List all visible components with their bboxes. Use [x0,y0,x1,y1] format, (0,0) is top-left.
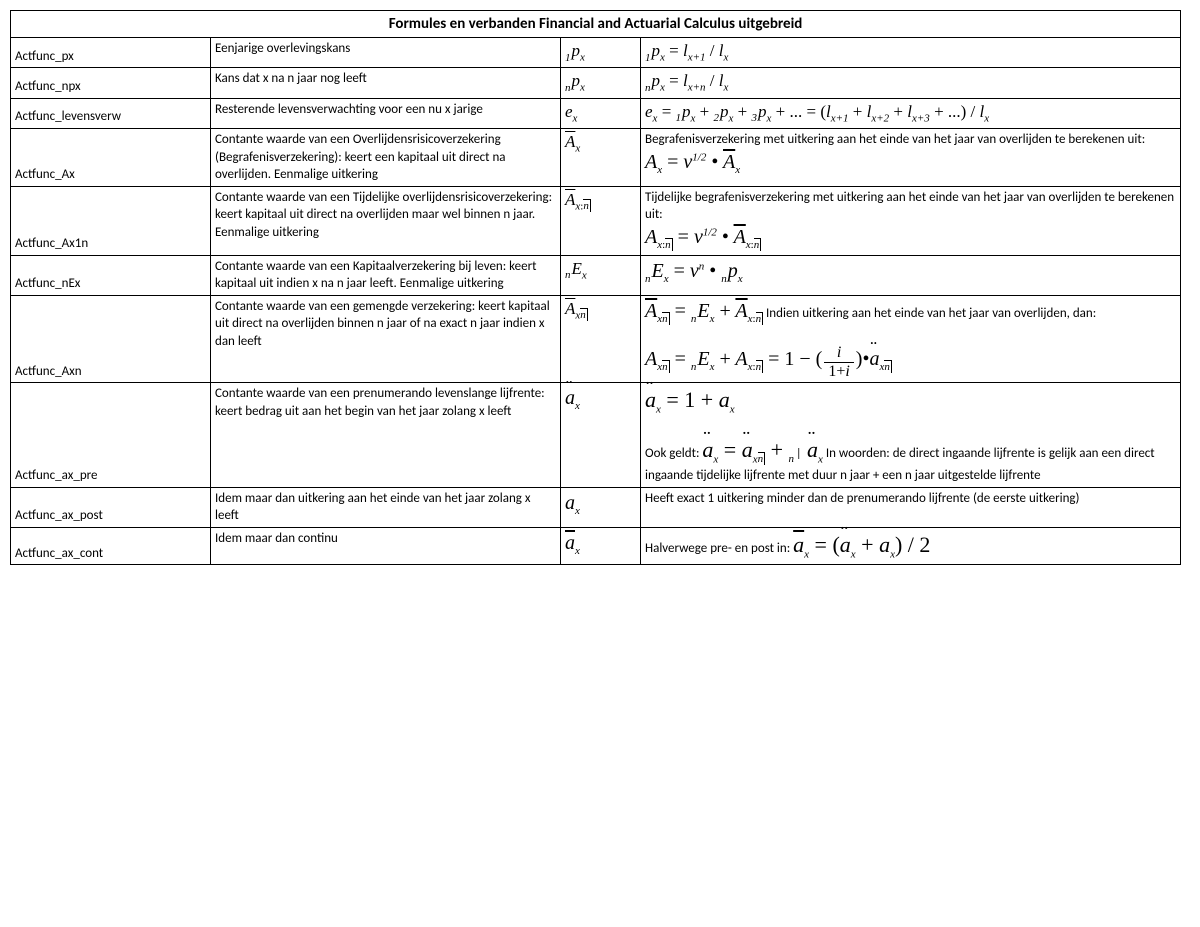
func-name: Actfunc_px [11,38,211,68]
title-row: Formules en verbanden Financial and Actu… [11,11,1181,38]
table-row: Actfunc_Axn Contante waarde van een geme… [11,295,1181,383]
formula-table: Formules en verbanden Financial and Actu… [10,10,1181,565]
func-desc: Contante waarde van een prenumerando lev… [211,383,561,488]
func-desc: Contante waarde van een Tijdelijke overl… [211,186,561,255]
func-name: Actfunc_ax_post [11,487,211,527]
func-symbol: nEx [561,255,641,295]
func-symbol: Axn [561,295,641,383]
func-desc: Kans dat x na n jaar nog leeft [211,68,561,98]
func-name: Actfunc_ax_cont [11,527,211,564]
func-formula: Halverwege pre- en post in: ax = (ax + a… [641,527,1181,564]
func-desc: Contante waarde van een Overlijdensrisic… [211,128,561,186]
func-formula: Axn = nEx + Ax:n Indien uitkering aan he… [641,295,1181,383]
func-symbol: Ax [561,128,641,186]
func-name: Actfunc_nEx [11,255,211,295]
table-row: Actfunc_Ax1n Contante waarde van een Tij… [11,186,1181,255]
func-formula: ex = 1px + 2px + 3px + ... = (lx+1 + lx+… [641,98,1181,128]
func-name: Actfunc_Ax [11,128,211,186]
formula-prefix: Tijdelijke begrafenisverzekering met uit… [645,190,1174,223]
table-row: Actfunc_nEx Contante waarde van een Kapi… [11,255,1181,295]
formula-mid: Indien uitkering aan het einde van het j… [763,306,1096,321]
func-desc: Idem maar dan continu [211,527,561,564]
formula-prefix: Halverwege pre- en post in: [645,541,793,556]
table-row: Actfunc_npx Kans dat x na n jaar nog lee… [11,68,1181,98]
func-symbol: ex [561,98,641,128]
func-formula: nEx = vn • npx [641,255,1181,295]
func-symbol: ax [561,487,641,527]
table-title: Formules en verbanden Financial and Actu… [11,11,1181,38]
func-desc: Contante waarde van een gemengde verzeke… [211,295,561,383]
formula-prefix: Begrafenisverzekering met uitkering aan … [645,132,1145,147]
table-row: Actfunc_levensverw Resterende levensverw… [11,98,1181,128]
func-formula: Begrafenisverzekering met uitkering aan … [641,128,1181,186]
func-symbol: Ax:n [561,186,641,255]
func-formula: Tijdelijke begrafenisverzekering met uit… [641,186,1181,255]
func-desc: Idem maar dan uitkering aan het einde va… [211,487,561,527]
table-row: Actfunc_ax_post Idem maar dan uitkering … [11,487,1181,527]
func-name: Actfunc_ax_pre [11,383,211,488]
func-formula: Heeft exact 1 uitkering minder dan de pr… [641,487,1181,527]
func-desc: Eenjarige overlevingskans [211,38,561,68]
func-symbol: 1px [561,38,641,68]
func-desc: Contante waarde van een Kapitaalverzeker… [211,255,561,295]
func-symbol: ax [561,527,641,564]
func-formula: npx = lx+n / lx [641,68,1181,98]
func-formula: 1px = lx+1 / lx [641,38,1181,68]
table-row: Actfunc_ax_pre Contante waarde van een p… [11,383,1181,488]
func-symbol: ax [561,383,641,488]
func-name: Actfunc_Axn [11,295,211,383]
table-row: Actfunc_ax_cont Idem maar dan continu ax… [11,527,1181,564]
func-name: Actfunc_Ax1n [11,186,211,255]
func-name: Actfunc_levensverw [11,98,211,128]
func-symbol: npx [561,68,641,98]
func-name: Actfunc_npx [11,68,211,98]
formula-mid1: Ook geldt: [645,446,702,461]
table-row: Actfunc_Ax Contante waarde van een Overl… [11,128,1181,186]
table-row: Actfunc_px Eenjarige overlevingskans 1px… [11,38,1181,68]
func-desc: Resterende levensverwachting voor een nu… [211,98,561,128]
func-formula: ax = 1 + ax Ook geldt: ax = axn + n| ax … [641,383,1181,488]
